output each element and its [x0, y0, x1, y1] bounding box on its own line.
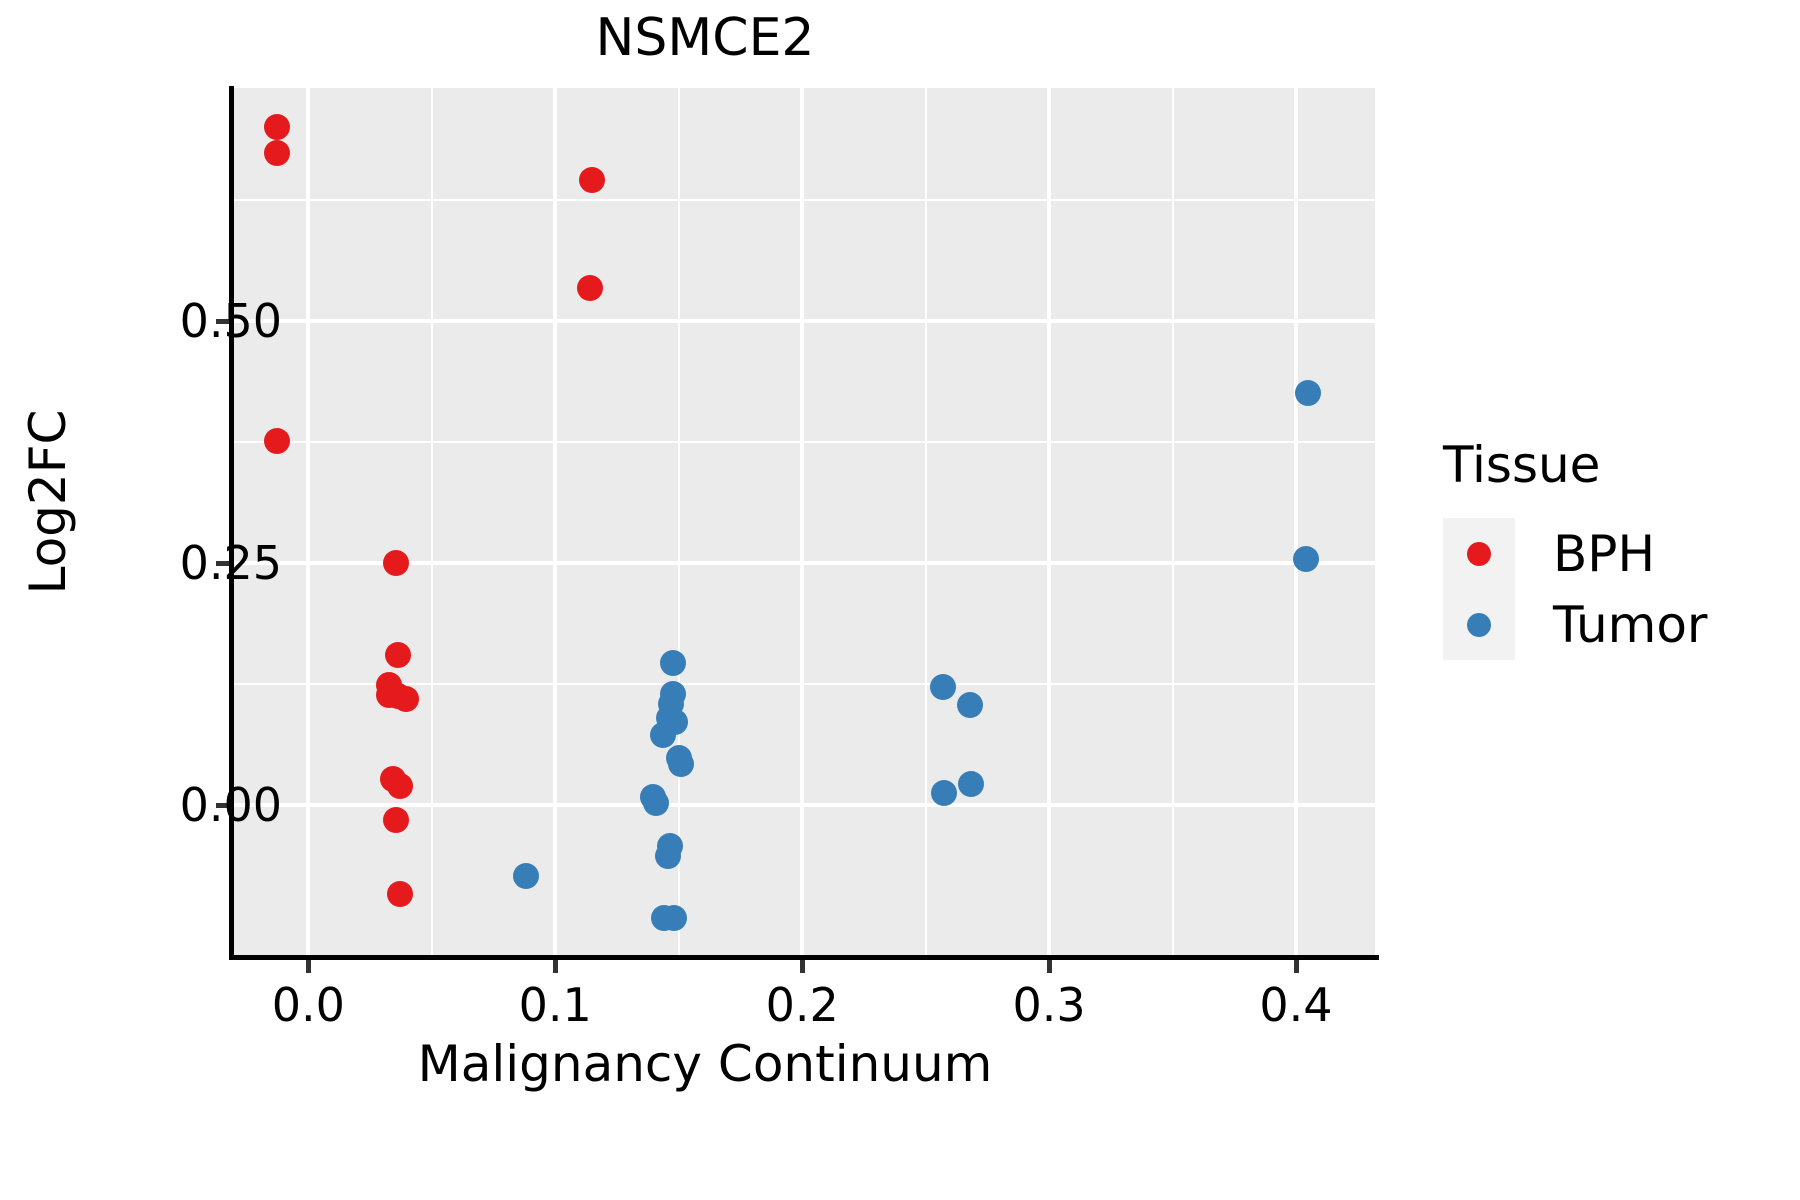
legend-key-swatch [1443, 589, 1515, 660]
gridline-vertical-major [553, 88, 558, 958]
data-point-tumor [929, 673, 956, 700]
data-point-tumor [643, 789, 670, 816]
y-axis-tick-label: 0.00 [179, 777, 282, 832]
data-point-bph [576, 274, 603, 301]
data-point-tumor [958, 771, 985, 798]
gridline-vertical-minor [430, 88, 433, 958]
x-axis-tick [553, 960, 559, 973]
y-axis-tick [216, 802, 229, 808]
gridline-vertical-major [306, 88, 311, 958]
gridline-horizontal-major [233, 802, 1375, 807]
x-axis-line [229, 955, 1379, 960]
x-axis-tick [306, 960, 312, 973]
legend-item-bph[interactable]: BPH [1443, 518, 1708, 589]
data-point-bph [579, 167, 606, 194]
gridline-vertical-minor [677, 88, 680, 958]
data-point-bph [382, 549, 409, 576]
x-axis-title: Malignancy Continuum [417, 1035, 993, 1093]
data-point-bph [264, 140, 291, 167]
data-point-tumor [1292, 545, 1319, 572]
x-axis-tick [800, 960, 806, 973]
data-point-bph [386, 880, 413, 907]
x-axis-tick-label: 0.2 [765, 978, 839, 1032]
legend-title: Tissue [1443, 436, 1601, 494]
data-point-bph [264, 427, 291, 454]
data-point-bph [264, 114, 291, 141]
gridline-vertical-minor [924, 88, 927, 958]
legend-point-icon [1467, 612, 1491, 637]
data-point-tumor [512, 863, 539, 890]
y-axis-tick-label: 0.50 [179, 293, 282, 348]
x-axis-tick-label: 0.1 [518, 978, 592, 1032]
data-point-bph [382, 807, 409, 834]
x-axis-tick [1047, 960, 1053, 973]
plot-panel [233, 88, 1375, 958]
legend-item-label: Tumor [1553, 595, 1708, 654]
y-axis-tick-label: 0.25 [179, 535, 282, 590]
y-axis-title: Log2FC [19, 409, 77, 595]
gridline-vertical-major [1293, 88, 1298, 958]
chart-title: NSMCE2 [595, 8, 815, 68]
gridline-vertical-major [800, 88, 805, 958]
y-axis-tick [216, 318, 229, 324]
data-point-tumor [957, 691, 984, 718]
data-point-tumor [1295, 380, 1322, 407]
x-axis-tick-label: 0.4 [1259, 978, 1333, 1032]
legend-point-icon [1467, 541, 1491, 566]
data-point-tumor [931, 780, 958, 806]
x-axis-tick [1293, 960, 1299, 973]
gridline-vertical-minor [1171, 88, 1174, 958]
y-axis-tick [216, 560, 229, 566]
data-point-tumor [649, 721, 676, 748]
legend-key-list: BPH Tumor [1443, 518, 1708, 660]
legend-item-label: BPH [1553, 524, 1656, 583]
x-axis-tick-label: 0.3 [1012, 978, 1086, 1032]
legend-item-tumor[interactable]: Tumor [1443, 589, 1708, 660]
data-point-bph [385, 641, 412, 668]
gridline-vertical-major [1047, 88, 1052, 958]
data-point-tumor [654, 842, 681, 869]
data-point-tumor [668, 750, 695, 777]
x-axis-tick-label: 0.0 [271, 978, 345, 1032]
gridline-horizontal-major [233, 318, 1375, 323]
legend: Tissue BPH Tumor [1443, 440, 1708, 660]
legend-key-swatch [1443, 518, 1515, 589]
data-point-bph [392, 686, 419, 713]
data-point-tumor [660, 904, 687, 931]
data-point-tumor [659, 650, 686, 677]
data-point-bph [386, 773, 413, 800]
gridline-horizontal-major [233, 560, 1375, 565]
y-axis-line [229, 86, 234, 960]
